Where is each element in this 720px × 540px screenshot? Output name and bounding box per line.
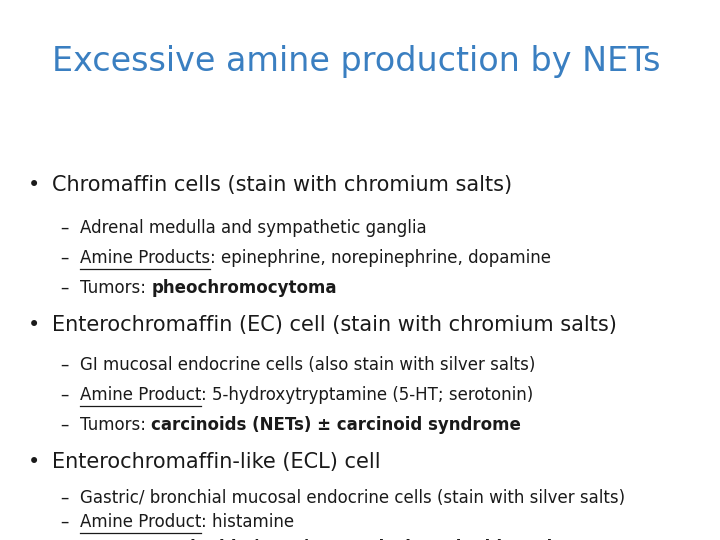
Text: Enterochromaffin (EC) cell (stain with chromium salts): Enterochromaffin (EC) cell (stain with c…: [52, 315, 617, 335]
Text: –: –: [60, 249, 68, 267]
Text: Gastric/ bronchial mucosal endocrine cells (stain with silver salts): Gastric/ bronchial mucosal endocrine cel…: [80, 489, 625, 507]
Text: pheochromocytoma: pheochromocytoma: [151, 279, 337, 297]
Text: –: –: [60, 513, 68, 531]
Text: carcinoids (NETs) ± carcinoid syndrome: carcinoids (NETs) ± carcinoid syndrome: [151, 416, 521, 434]
Text: Adrenal medulla and sympathetic ganglia: Adrenal medulla and sympathetic ganglia: [80, 219, 427, 237]
Text: Tumors:: Tumors:: [80, 539, 151, 540]
Text: Chromaffin cells (stain with chromium salts): Chromaffin cells (stain with chromium sa…: [52, 175, 512, 195]
Text: Excessive amine production by NETs: Excessive amine production by NETs: [52, 45, 660, 78]
Text: : 5-hydroxytryptamine (5-HT; serotonin): : 5-hydroxytryptamine (5-HT; serotonin): [202, 386, 534, 404]
Text: Tumors:: Tumors:: [80, 279, 151, 297]
Text: •: •: [28, 175, 40, 195]
Text: Amine Product: Amine Product: [80, 386, 202, 404]
Text: Amine Product: Amine Product: [80, 513, 202, 531]
Text: carcinoids (NETs) ± atypical carcinoid syndrome: carcinoids (NETs) ± atypical carcinoid s…: [151, 539, 601, 540]
Text: Tumors:: Tumors:: [80, 416, 151, 434]
Text: Amine Products: Amine Products: [80, 249, 210, 267]
Text: –: –: [60, 539, 68, 540]
Text: –: –: [60, 386, 68, 404]
Text: Enterochromaffin-like (ECL) cell: Enterochromaffin-like (ECL) cell: [52, 452, 381, 472]
Text: –: –: [60, 489, 68, 507]
Text: –: –: [60, 219, 68, 237]
Text: –: –: [60, 356, 68, 374]
Text: –: –: [60, 416, 68, 434]
Text: •: •: [28, 315, 40, 335]
Text: •: •: [28, 452, 40, 472]
Text: GI mucosal endocrine cells (also stain with silver salts): GI mucosal endocrine cells (also stain w…: [80, 356, 536, 374]
Text: : histamine: : histamine: [202, 513, 294, 531]
Text: –: –: [60, 279, 68, 297]
Text: : epinephrine, norepinephrine, dopamine: : epinephrine, norepinephrine, dopamine: [210, 249, 551, 267]
